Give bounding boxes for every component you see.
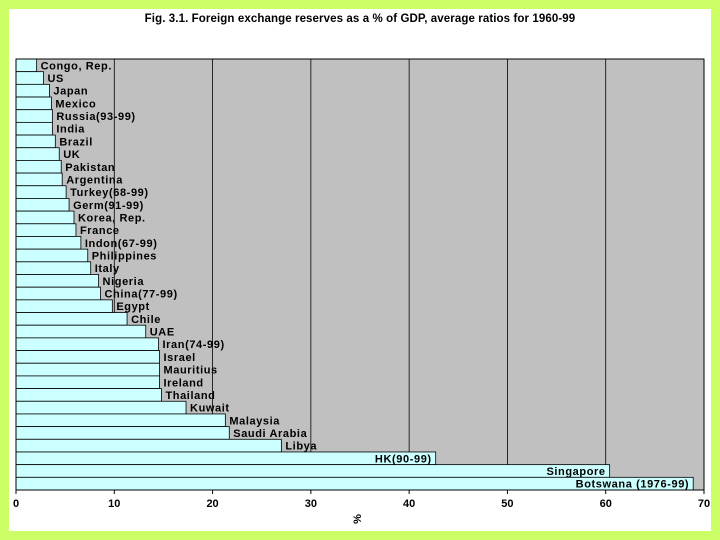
- bar-label: Libya: [285, 441, 317, 453]
- bar: [15, 96, 52, 111]
- x-tick-label: 0: [13, 498, 19, 510]
- bar: [15, 337, 159, 351]
- bar-label: Italy: [95, 263, 120, 275]
- bar-label: US: [48, 73, 64, 85]
- bar-label: Brazil: [59, 136, 93, 148]
- bar-label: Singapore: [546, 466, 605, 478]
- bar-label: Mauritius: [163, 365, 217, 377]
- x-tick-label: 60: [600, 498, 612, 510]
- bar-label: Philippines: [92, 250, 157, 262]
- bar: [15, 160, 62, 174]
- bar: [15, 274, 99, 288]
- bar-label: Nigeria: [103, 276, 145, 288]
- bar: [15, 350, 160, 364]
- bar: [15, 451, 437, 466]
- x-tick-label: 70: [698, 498, 710, 510]
- bar-label: Mexico: [55, 98, 96, 110]
- x-tick-label: 30: [305, 498, 317, 510]
- bar-label: Indon(67-99): [85, 238, 158, 250]
- bar-label: Botswana (1976-99): [576, 479, 690, 491]
- bar: [15, 121, 53, 136]
- bar: [15, 388, 162, 402]
- bar-label: France: [80, 225, 120, 237]
- x-tick-label: 10: [108, 498, 120, 510]
- bar-label: Ireland: [163, 377, 203, 389]
- chart-title: Fig. 3.1. Foreign exchange reserves as a…: [144, 13, 576, 25]
- bar: [15, 71, 44, 85]
- bar: [15, 172, 63, 187]
- bar-label: Russia(93-99): [56, 111, 135, 123]
- bar: [15, 413, 226, 428]
- bar: [15, 58, 38, 73]
- bar: [15, 438, 282, 453]
- bar-label: Korea, Rep.: [78, 212, 146, 224]
- bar: [15, 324, 147, 339]
- bar: [15, 223, 77, 237]
- bar-label: Congo, Rep.: [41, 60, 112, 72]
- bar-label: Thailand: [165, 390, 215, 402]
- bar: [15, 299, 113, 313]
- bar: [15, 426, 230, 440]
- bar: [15, 261, 92, 275]
- bar: [15, 83, 50, 98]
- bar-label: Germ(91-99): [73, 200, 144, 212]
- bar: [15, 109, 53, 123]
- bar: [15, 312, 128, 326]
- bar-label: HK(90-99): [375, 453, 432, 465]
- x-axis-title: %: [352, 514, 364, 524]
- bar: [15, 362, 160, 377]
- bar: [15, 248, 89, 263]
- bar: [15, 198, 70, 212]
- bar-label: Japan: [53, 86, 88, 98]
- bar-label: Malaysia: [229, 415, 280, 427]
- bar: [15, 400, 187, 415]
- bar-label: Saudi Arabia: [233, 428, 307, 440]
- bar: [15, 286, 101, 301]
- bar: [15, 134, 56, 149]
- bar-label: Pakistan: [65, 162, 115, 174]
- bar-label: Egypt: [116, 301, 150, 313]
- x-tick-label: 50: [501, 498, 513, 510]
- bar-label: Chile: [131, 314, 161, 326]
- bar-label: Kuwait: [190, 403, 230, 415]
- bar: [15, 210, 75, 225]
- x-tick-label: 40: [403, 498, 415, 510]
- bar-label: UAE: [150, 327, 175, 339]
- bar: [15, 464, 611, 478]
- bar-label: Argentina: [66, 174, 123, 186]
- bar: [15, 185, 67, 199]
- bar-label: Israel: [163, 352, 195, 364]
- bar-label: Iran(74-99): [163, 339, 225, 351]
- x-tick-label: 20: [206, 498, 218, 510]
- bar: [15, 147, 60, 161]
- bar-label: India: [56, 124, 85, 136]
- bar: [15, 375, 160, 389]
- bar-label: China(77-99): [105, 289, 178, 301]
- plot-border: [15, 58, 705, 491]
- bar: [15, 236, 82, 250]
- bar-label: Turkey(68-99): [70, 187, 149, 199]
- bar-label: UK: [63, 149, 80, 161]
